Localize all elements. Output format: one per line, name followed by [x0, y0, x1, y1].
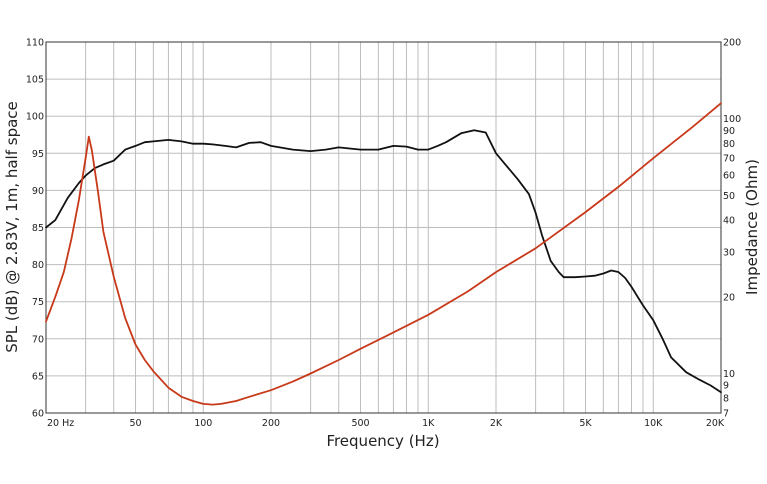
- y-left-tick-label: 65: [32, 371, 44, 382]
- y-left-axis-title: SPL (dB) @ 2.83V, 1m, half space: [3, 101, 21, 353]
- x-tick-label: 20 Hz: [47, 418, 74, 429]
- x-tick-label: 100: [194, 418, 212, 429]
- y-right-tick-label: 70: [723, 154, 735, 165]
- x-tick-label: 1K: [422, 418, 435, 429]
- y-right-tick-label: 40: [723, 216, 735, 227]
- y-right-tick-label: 20: [723, 292, 735, 303]
- y-left-tick-label: 110: [26, 38, 44, 49]
- y-right-tick-label: 90: [723, 126, 735, 137]
- y-right-tick-label: 60: [723, 171, 735, 182]
- y-right-tick-label: 200: [723, 38, 741, 49]
- x-tick-label: 50: [129, 418, 141, 429]
- y-right-tick-label: 7: [723, 409, 729, 420]
- y-left-tick-label: 85: [32, 223, 44, 234]
- x-axis-title: Frequency (Hz): [326, 432, 439, 450]
- y-right-tick-label: 8: [723, 394, 729, 405]
- x-tick-label: 20K: [706, 418, 725, 429]
- y-right-tick-label: 10: [723, 369, 735, 380]
- x-tick-labels: 20 Hz 50 100 200 500 1K 2K 5K 10K 20K: [47, 418, 725, 429]
- y-right-tick-label: 50: [723, 191, 735, 202]
- y-right-tick-label: 30: [723, 247, 735, 258]
- y-right-axis-title: Impedance (Ohm): [743, 159, 761, 295]
- y-left-tick-label: 70: [32, 334, 44, 345]
- y-left-tick-label: 95: [32, 149, 44, 160]
- y-right-tick-label: 80: [723, 139, 735, 150]
- x-tick-label: 5K: [579, 418, 592, 429]
- y-left-tick-label: 60: [32, 409, 44, 420]
- y-right-tick-label: 100: [723, 114, 741, 125]
- y-left-tick-label: 105: [26, 75, 44, 86]
- grid-lines: [46, 42, 721, 413]
- x-tick-label: 2K: [490, 418, 503, 429]
- y-left-tick-label: 75: [32, 297, 44, 308]
- x-tick-label: 200: [262, 418, 280, 429]
- y-left-tick-label: 100: [26, 112, 44, 123]
- y-left-tick-label: 80: [32, 260, 44, 271]
- x-tick-label: 10K: [644, 418, 663, 429]
- y-right-tick-label: 9: [723, 381, 729, 392]
- series-layer: [45, 102, 722, 406]
- x-tick-label: 500: [351, 418, 369, 429]
- impedance-series-line: [45, 102, 722, 406]
- y-left-tick-label: 90: [32, 186, 44, 197]
- spl-series-line: [45, 129, 722, 394]
- y-left-tick-labels: 60 65 70 75 80 85 90 95 100 105 110: [26, 38, 44, 420]
